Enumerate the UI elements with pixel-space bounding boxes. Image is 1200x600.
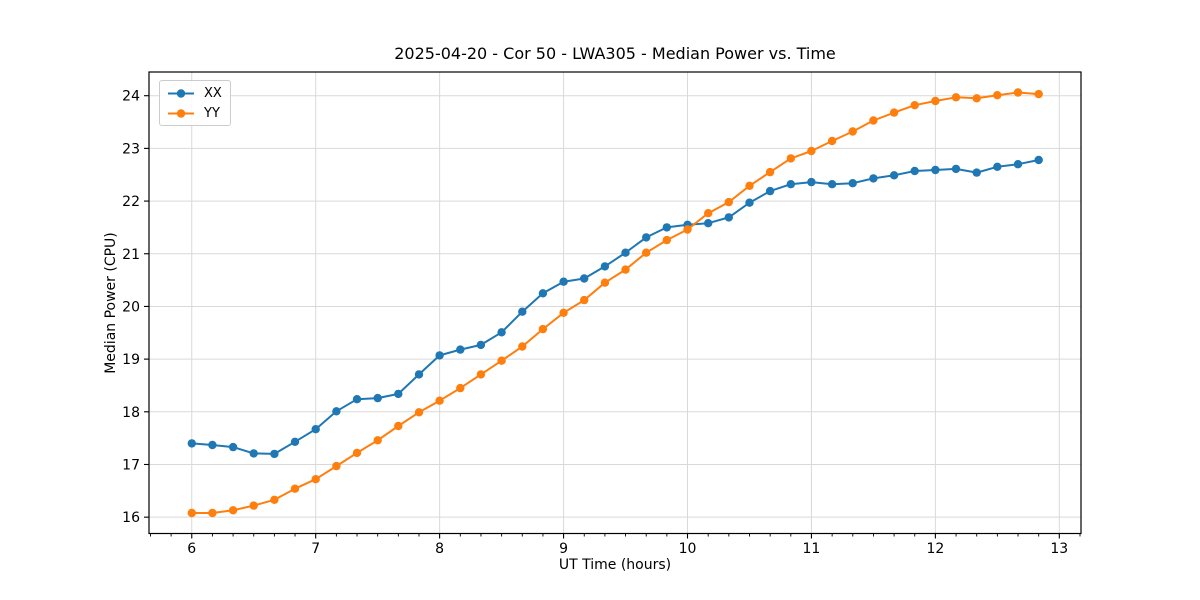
svg-text:21: 21	[122, 247, 140, 263]
legend-item-xx: XX	[166, 85, 222, 101]
legend-label-xx: XX	[204, 85, 222, 101]
chart-title: 2025-04-20 - Cor 50 - LWA305 - Median Po…	[394, 44, 836, 63]
legend-item-yy: YY	[166, 105, 222, 121]
legend-label-yy: YY	[204, 105, 220, 121]
svg-text:12: 12	[926, 541, 944, 557]
svg-text:7: 7	[311, 541, 320, 557]
svg-text:11: 11	[803, 541, 821, 557]
svg-text:16: 16	[122, 510, 140, 526]
svg-text:8: 8	[435, 541, 444, 557]
svg-text:6: 6	[187, 541, 196, 557]
legend-marker-yy-icon	[168, 108, 194, 118]
legend: XX YY	[159, 80, 231, 126]
svg-text:17: 17	[122, 457, 140, 473]
svg-text:10: 10	[679, 541, 697, 557]
legend-marker-xx-icon	[168, 88, 194, 98]
svg-text:13: 13	[1050, 541, 1068, 557]
svg-text:20: 20	[122, 299, 140, 315]
x-axis-label: UT Time (hours)	[558, 557, 672, 573]
svg-text:22: 22	[122, 194, 140, 210]
svg-text:19: 19	[122, 352, 140, 368]
svg-text:9: 9	[559, 541, 568, 557]
svg-text:18: 18	[122, 405, 140, 421]
svg-text:24: 24	[122, 89, 140, 105]
svg-text:23: 23	[122, 141, 140, 157]
